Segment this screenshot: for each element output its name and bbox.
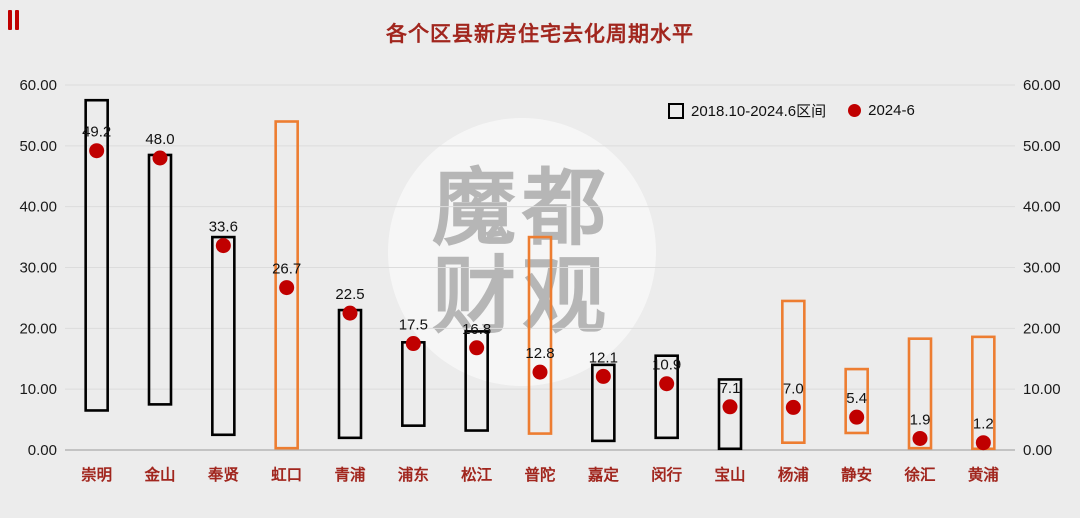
dot-金山 xyxy=(152,150,168,166)
y-axis-tick-left: 30.00 xyxy=(19,260,57,277)
range-bar-普陀 xyxy=(527,235,553,435)
value-label-普陀: 12.8 xyxy=(525,345,554,362)
y-axis-tick-left: 60.00 xyxy=(19,77,57,94)
x-axis-label-虹口: 虹口 xyxy=(271,465,302,484)
dot-浦东 xyxy=(405,336,421,352)
y-axis-tick-left: 50.00 xyxy=(19,138,57,155)
range-bar-宝山 xyxy=(717,378,743,451)
dot-宝山 xyxy=(722,399,738,415)
value-label-嘉定: 12.1 xyxy=(589,349,618,366)
x-axis-label-浦东: 浦东 xyxy=(398,465,429,484)
x-axis-label-闵行: 闵行 xyxy=(651,465,683,484)
y-axis-tick-right: 30.00 xyxy=(1023,260,1061,277)
range-bar-闵行 xyxy=(654,354,679,440)
x-axis-label-嘉定: 嘉定 xyxy=(587,465,620,484)
value-label-闵行: 10.9 xyxy=(652,357,681,374)
x-axis-label-奉贤: 奉贤 xyxy=(207,465,240,484)
legend-dot-label: 2024-6 xyxy=(868,102,915,119)
x-axis-label-松江: 松江 xyxy=(461,465,493,484)
y-axis-tick-left: 40.00 xyxy=(19,199,57,216)
value-label-宝山: 7.1 xyxy=(720,380,741,397)
range-bar-杨浦 xyxy=(781,299,806,445)
dot-普陀 xyxy=(532,364,548,380)
range-bar-swatch-icon xyxy=(668,102,684,119)
x-axis-label-金山: 金山 xyxy=(143,465,175,484)
range-bar-浦东 xyxy=(401,341,426,427)
legend-item-range: 2018.10-2024.6区间 xyxy=(668,100,826,121)
value-label-杨浦: 7.0 xyxy=(783,380,804,397)
x-axis-label-徐汇: 徐汇 xyxy=(903,465,936,484)
y-axis-tick-right: 0.00 xyxy=(1023,442,1052,459)
y-axis-tick-right: 50.00 xyxy=(1023,138,1061,155)
range-bar-松江 xyxy=(464,330,489,432)
range-bar-静安 xyxy=(844,367,869,435)
range-bar-虹口 xyxy=(274,120,299,450)
x-axis-label-崇明: 崇明 xyxy=(81,465,112,484)
x-axis-label-静安: 静安 xyxy=(841,465,872,484)
value-label-黄浦: 1.2 xyxy=(973,416,994,433)
dot-徐汇 xyxy=(912,430,928,446)
corner-mark-bar xyxy=(15,10,19,30)
chart-title: 各个区县新房住宅去化周期水平 xyxy=(386,23,694,46)
chart-legend: 2018.10-2024.6区间 2024-6 xyxy=(668,100,915,121)
value-label-徐汇: 1.9 xyxy=(910,411,931,428)
corner-mark xyxy=(8,10,19,30)
value-label-虹口: 26.7 xyxy=(272,261,301,278)
dot-闵行 xyxy=(659,376,675,392)
range-bar-青浦 xyxy=(337,308,363,440)
range-bar-嘉定 xyxy=(591,363,616,443)
y-axis-tick-right: 10.00 xyxy=(1023,381,1061,398)
corner-mark-bar xyxy=(8,10,12,30)
dot-青浦 xyxy=(342,305,358,321)
y-axis-tick-right: 20.00 xyxy=(1023,320,1061,337)
value-label-奉贤: 33.6 xyxy=(209,219,238,236)
dot-杨浦 xyxy=(785,399,801,415)
y-axis-tick-left: 10.00 xyxy=(19,381,57,398)
dot-嘉定 xyxy=(595,368,611,384)
range-bar-徐汇 xyxy=(907,337,933,450)
x-axis-label-青浦: 青浦 xyxy=(334,465,366,484)
dot-崇明 xyxy=(89,143,105,159)
y-axis-tick-left: 0.00 xyxy=(28,442,57,459)
value-label-松江: 16.8 xyxy=(462,321,491,338)
value-label-崇明: 49.2 xyxy=(82,124,111,141)
value-label-静安: 5.4 xyxy=(846,390,867,407)
range-bar-崇明 xyxy=(84,98,109,412)
value-label-浦东: 17.5 xyxy=(399,317,428,334)
dot-swatch-icon xyxy=(848,104,862,117)
dot-虹口 xyxy=(279,280,295,296)
value-label-金山: 48.0 xyxy=(145,131,174,148)
dot-奉贤 xyxy=(215,238,231,254)
x-axis-label-杨浦: 杨浦 xyxy=(778,465,810,484)
legend-range-label: 2018.10-2024.6区间 xyxy=(691,103,827,120)
y-axis-tick-right: 60.00 xyxy=(1023,77,1061,94)
x-axis-label-黄浦: 黄浦 xyxy=(968,465,1000,484)
y-axis-tick-right: 40.00 xyxy=(1023,199,1061,216)
dot-静安 xyxy=(849,409,865,425)
range-bar-奉贤 xyxy=(211,235,236,437)
x-axis-label-普陀: 普陀 xyxy=(524,465,556,484)
y-axis-tick-left: 20.00 xyxy=(19,320,57,337)
value-label-青浦: 22.5 xyxy=(335,286,364,303)
x-axis-label-宝山: 宝山 xyxy=(714,465,745,484)
legend-item-dot: 2024-6 xyxy=(848,102,915,119)
dot-松江 xyxy=(469,340,485,356)
dot-黄浦 xyxy=(975,435,991,451)
range-bar-金山 xyxy=(147,153,173,406)
